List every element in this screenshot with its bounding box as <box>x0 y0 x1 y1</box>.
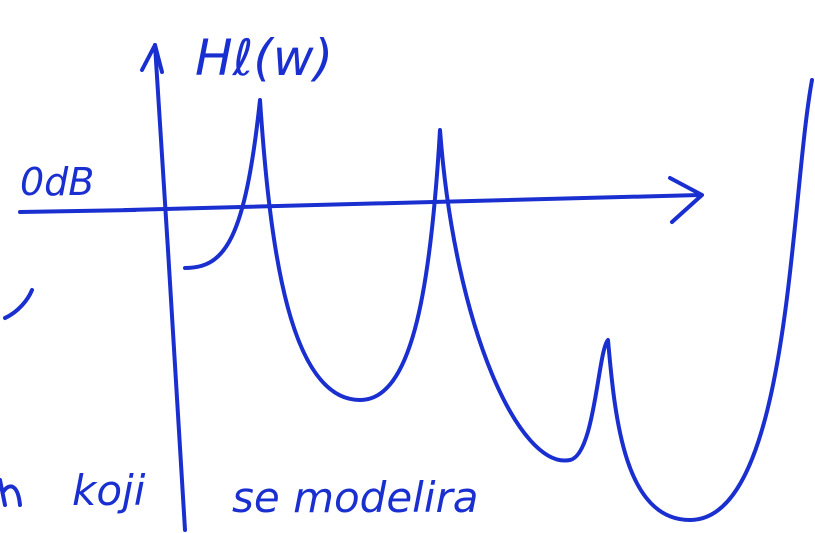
note: koji <box>72 466 146 515</box>
whiteboard-sketch: Hℓ(w) 0dB koji se modelira <box>0 0 815 533</box>
background <box>0 0 815 533</box>
function-label: Hℓ(w) <box>195 29 333 87</box>
level-label: 0dB <box>20 160 94 204</box>
note: se modelira <box>232 473 479 522</box>
level-underline <box>20 210 135 212</box>
